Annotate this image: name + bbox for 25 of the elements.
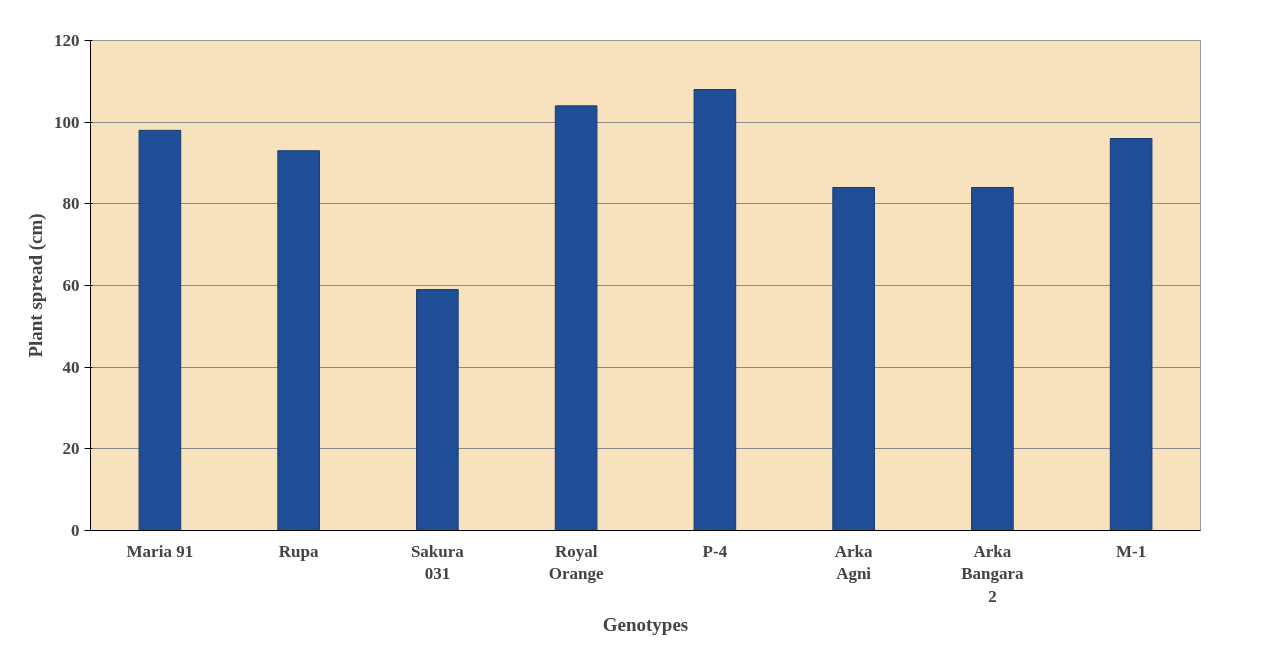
x-tick-label: P-4 — [702, 541, 728, 561]
x-tick-label: Arka Bangara 2 — [961, 541, 1025, 607]
y-tick-label: 120 — [54, 31, 80, 50]
y-tick-label: 0 — [71, 521, 80, 540]
y-axis-title: Plant spread (cm) — [25, 213, 47, 358]
x-tick-label: Royal Orange — [548, 541, 604, 584]
y-tick-label: 40 — [62, 357, 80, 377]
x-tick-label: Rupa — [278, 541, 319, 561]
x-tick-label: Arka Agni — [834, 541, 874, 584]
x-tick-label: M-1 — [1116, 541, 1147, 561]
bar — [138, 129, 182, 531]
x-tick-label: Maria 91 — [126, 541, 194, 561]
bar — [554, 105, 598, 531]
x-axis-title: Genotypes — [602, 614, 689, 636]
y-tick-label: 60 — [62, 276, 80, 295]
bar — [1109, 138, 1153, 531]
bar — [277, 150, 320, 531]
bar — [693, 89, 737, 531]
bar — [416, 289, 459, 531]
y-tick-label: 80 — [62, 194, 80, 214]
x-tick-label: Sakura 031 — [410, 541, 465, 584]
bar — [832, 187, 875, 531]
y-tick-label: 100 — [54, 112, 80, 132]
bar — [971, 187, 1014, 531]
y-tick-label: 20 — [62, 439, 80, 459]
